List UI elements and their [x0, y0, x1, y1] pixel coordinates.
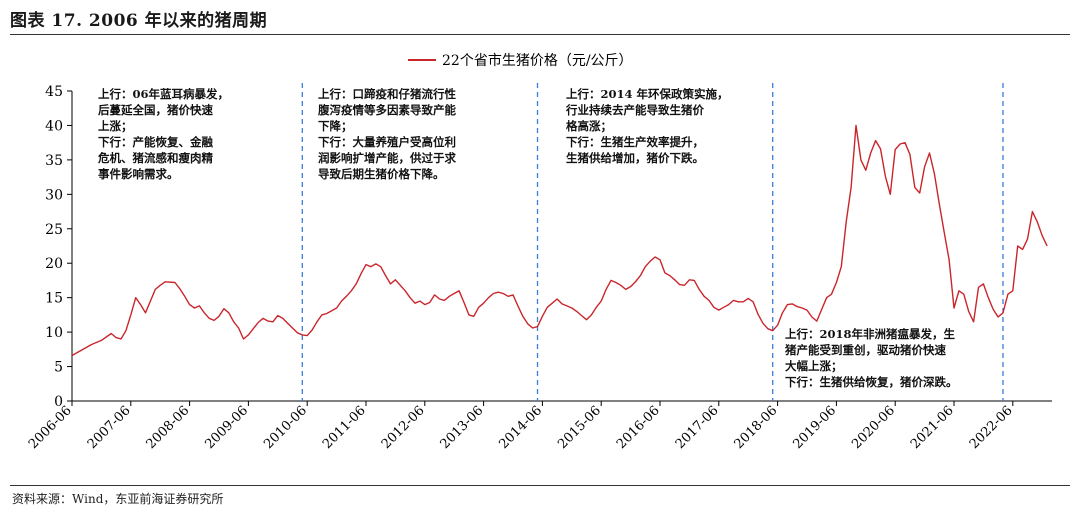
annotation-cycle-3: 上行：2014 年环保政策实施， 行业持续去产能导致生猪价 格高涨； 下行：生猪… [566, 87, 729, 165]
x-tick-label: 2022-06 [967, 403, 1016, 452]
legend-label: 22个省市生猪价格（元/公斤） [442, 52, 633, 69]
y-tick-label: 20 [45, 256, 63, 272]
x-tick-label: 2013-06 [438, 403, 487, 452]
x-tick-label: 2007-06 [85, 403, 134, 452]
x-tick-label: 2009-06 [202, 403, 251, 452]
annotation-cycle-4: 上行：2018年非洲猪瘟暴发，生 猪产能受到重创，驱动猪价快速 大幅上涨； 下行… [785, 327, 958, 389]
x-tick-label: 2008-06 [144, 403, 193, 452]
x-tick-label: 2006-06 [26, 403, 75, 452]
y-tick-label: 35 [45, 153, 63, 169]
title-rule [10, 34, 1070, 35]
y-tick-label: 25 [45, 222, 63, 238]
y-tick-label: 10 [45, 325, 63, 341]
y-tick-label: 45 [45, 84, 63, 100]
x-tick-label: 2014-06 [496, 403, 545, 452]
x-tick-label: 2017-06 [673, 403, 722, 452]
x-tick-label: 2021-06 [908, 403, 957, 452]
y-tick-label: 40 [45, 118, 63, 134]
source-note: 资料来源：Wind，东亚前海证券研究所 [12, 492, 224, 506]
x-tick-label: 2020-06 [849, 403, 898, 452]
annotation-cycle-1: 上行：06年蓝耳病暴发， 后蔓延全国，猪价快速 上涨； 下行：产能恢复、金融 危… [98, 87, 230, 181]
x-tick-label: 2012-06 [379, 403, 428, 452]
x-tick-label: 2018-06 [732, 403, 781, 452]
x-tick-label: 2011-06 [320, 403, 369, 452]
x-tick-label: 2015-06 [555, 403, 604, 452]
annotation-cycle-2: 上行：口蹄疫和仔猪流行性 腹泻疫情等多因素导致产能 下降； 下行：大量养殖户受高… [318, 87, 456, 181]
x-tick-label: 2019-06 [790, 403, 839, 452]
y-tick-label: 15 [45, 291, 63, 307]
price-series-line [71, 124, 1048, 357]
y-tick-label: 0 [54, 394, 63, 410]
y-tick-label: 5 [54, 360, 63, 376]
footer-rule [10, 485, 1070, 486]
x-tick-label: 2010-06 [261, 403, 310, 452]
y-tick-label: 30 [45, 187, 63, 203]
figure-title: 图表 17. 2006 年以来的猪周期 [10, 11, 268, 31]
x-tick-label: 2016-06 [614, 403, 663, 452]
